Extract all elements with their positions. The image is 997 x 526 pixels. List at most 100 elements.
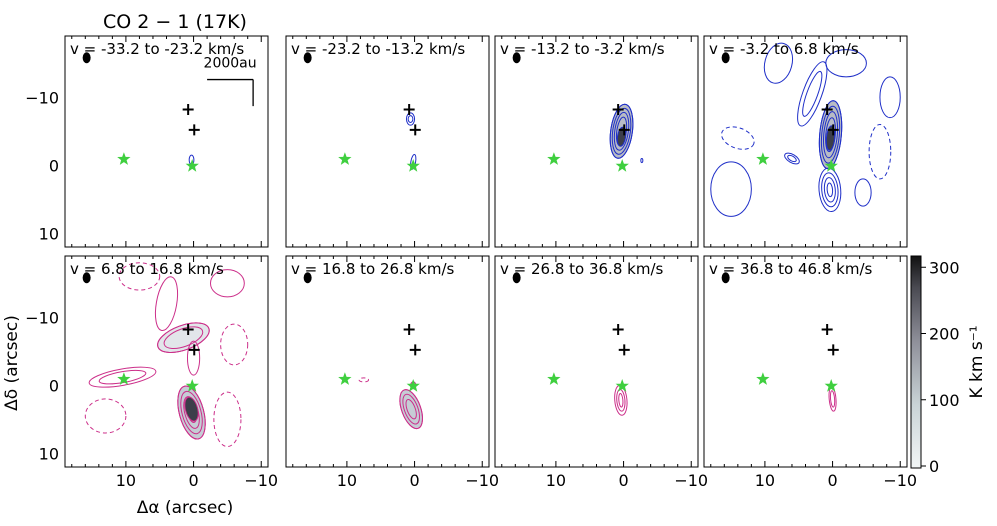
x-tick-label: 0 xyxy=(409,471,419,490)
contour xyxy=(405,112,416,126)
contour xyxy=(823,111,839,159)
y-tick-label: 0 xyxy=(49,376,59,395)
y-tick-label: 10 xyxy=(39,224,59,243)
source-cross-2 xyxy=(612,324,624,336)
source-star-1 xyxy=(756,372,770,385)
panel-frame xyxy=(285,35,490,248)
source-star-1 xyxy=(117,152,131,165)
source-cross-1 xyxy=(618,124,630,136)
contour-negative xyxy=(213,391,242,448)
emission-fill xyxy=(399,389,423,430)
velocity-range-label: v = -23.2 to -13.2 km/s xyxy=(291,40,465,58)
figure-title: CO 2 − 1 (17K) xyxy=(103,11,247,33)
contour xyxy=(787,154,797,163)
channel-panel-6: 10 0 −10 v = 16.8 to 26.8 km/s xyxy=(285,255,499,490)
source-cross-2 xyxy=(182,324,194,336)
y-tick-label: 0 xyxy=(49,156,59,175)
scale-bar xyxy=(207,78,254,107)
velocity-range-label: v = 16.8 to 26.8 km/s xyxy=(291,260,454,278)
contour xyxy=(823,177,836,203)
source-star-1 xyxy=(547,372,561,385)
colorbar-tick-label: 200 xyxy=(929,325,960,344)
colorbar-gradient xyxy=(910,255,922,469)
contour xyxy=(640,158,644,164)
contour xyxy=(797,61,828,127)
colorbar: 0 100 200 300 K km s⁻¹ xyxy=(910,255,987,476)
source-star-2 xyxy=(406,159,420,172)
source-cross-1 xyxy=(188,344,200,356)
colorbar-tick-label: 300 xyxy=(929,258,960,277)
contour xyxy=(710,161,752,217)
source-star-1 xyxy=(547,152,561,165)
source-cross-1 xyxy=(409,344,421,356)
contour xyxy=(157,322,210,353)
source-cross-1 xyxy=(827,124,839,136)
velocity-range-label: v = -33.2 to -23.2 km/s xyxy=(70,40,244,58)
y-tick-label: −10 xyxy=(25,88,59,107)
contour xyxy=(609,103,634,159)
beam-ellipse xyxy=(512,272,521,284)
source-star-2 xyxy=(615,379,629,392)
contour xyxy=(763,42,794,84)
source-star-1 xyxy=(756,152,770,165)
beam-ellipse xyxy=(721,52,730,64)
panel-frame xyxy=(703,255,908,468)
source-star-2 xyxy=(824,379,838,392)
contour xyxy=(611,107,632,155)
x-tick-label: 10 xyxy=(546,471,566,490)
panel-frame xyxy=(494,35,699,248)
x-tick-label: 0 xyxy=(188,471,198,490)
colorbar-tick-label: 100 xyxy=(929,391,960,410)
source-star-2 xyxy=(185,159,199,172)
contour xyxy=(826,182,834,198)
contour xyxy=(402,393,420,425)
contour xyxy=(407,115,414,123)
scale-bar-label: 2000au xyxy=(204,55,257,71)
source-cross-2 xyxy=(403,324,415,336)
y-axis-label: Δδ (arcsec) xyxy=(2,315,22,411)
contour xyxy=(854,178,872,207)
velocity-range-label: v = 36.8 to 46.8 km/s xyxy=(709,260,872,278)
source-star-1 xyxy=(117,372,131,385)
contour xyxy=(784,152,800,165)
x-tick-label: 10 xyxy=(116,471,136,490)
beam-ellipse xyxy=(303,272,312,284)
x-tick-label: 0 xyxy=(827,471,837,490)
channel-panel-8: 10 0 −10 v = 36.8 to 46.8 km/s xyxy=(703,255,917,490)
contour xyxy=(88,366,157,388)
contour xyxy=(399,389,423,430)
contour-negative xyxy=(358,377,370,383)
velocity-range-label: v = 26.8 to 36.8 km/s xyxy=(500,260,663,278)
contour xyxy=(180,390,203,435)
contour xyxy=(802,70,823,117)
channel-panel-3: v = -13.2 to -3.2 km/s xyxy=(494,35,699,248)
source-star-1 xyxy=(338,372,352,385)
source-cross-2 xyxy=(821,104,833,116)
x-tick-label: −10 xyxy=(465,471,499,490)
colorbar-label: K km s⁻¹ xyxy=(967,325,987,398)
panel-contours xyxy=(358,377,423,430)
contour xyxy=(828,386,837,412)
contour xyxy=(616,388,626,412)
contour xyxy=(163,326,204,350)
panel-contours xyxy=(609,103,644,164)
panel-frame xyxy=(703,35,908,248)
contour xyxy=(879,76,901,119)
velocity-range-label: v = -3.2 to 6.8 km/s xyxy=(709,40,859,58)
source-cross-1 xyxy=(618,344,630,356)
channel-panel-5: 10 0 −10 10 0 −10 v = 6.8 to 16.8 km/s xyxy=(25,255,278,490)
contour-negative xyxy=(721,126,755,150)
contour xyxy=(825,49,867,78)
x-tick-label: 10 xyxy=(337,471,357,490)
panel-frame xyxy=(494,255,699,468)
source-cross-2 xyxy=(821,324,833,336)
contour xyxy=(613,111,630,151)
x-tick-label: −10 xyxy=(674,471,708,490)
panel-frame xyxy=(64,255,269,468)
source-cross-1 xyxy=(188,124,200,136)
beam-ellipse xyxy=(512,52,521,64)
panel-contours xyxy=(84,262,249,448)
contour xyxy=(820,105,841,164)
colorbar-tick-label: 0 xyxy=(929,457,939,476)
